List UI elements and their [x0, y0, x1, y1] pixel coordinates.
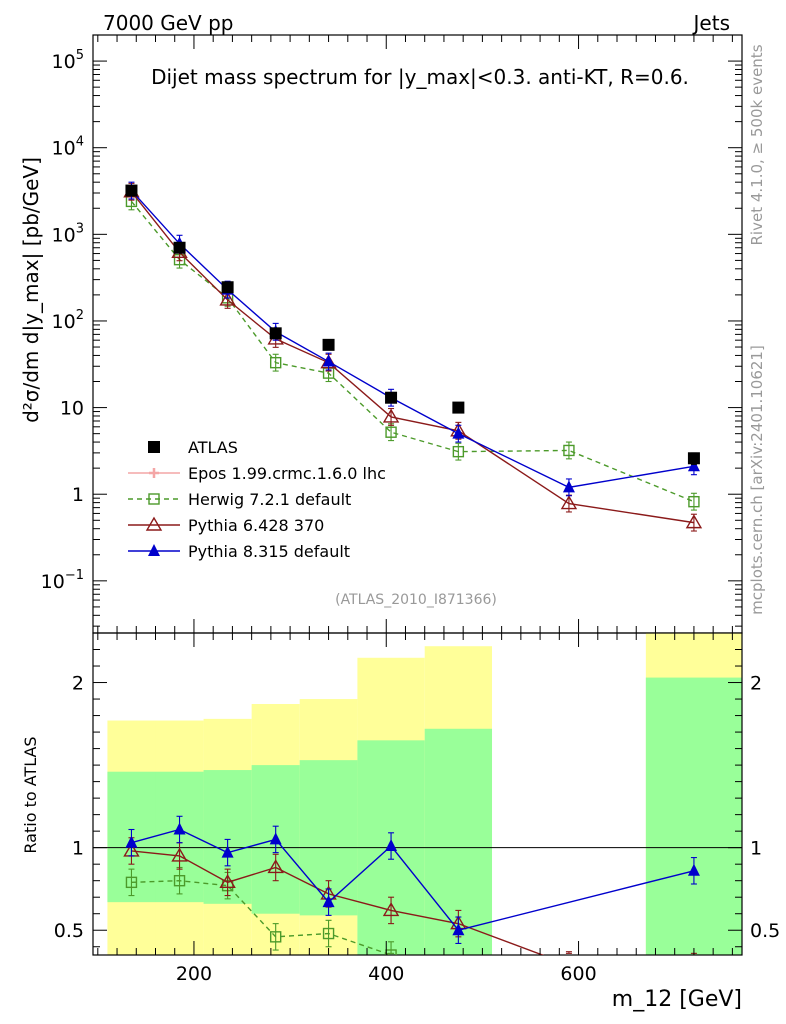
y-tick-label: 10: [60, 398, 84, 420]
analysis-id: (ATLAS_2010_I871366): [335, 592, 497, 608]
main-plot-area: [123, 181, 703, 532]
ratio-point-3: [221, 845, 234, 858]
legend-marker: [148, 544, 160, 556]
ratio-point-3: [687, 863, 700, 876]
data-point: [452, 401, 465, 414]
y-tick-label: 105: [52, 48, 84, 73]
data-point: [221, 281, 234, 294]
ratio-tick-label: 1: [750, 838, 762, 860]
series-point-3: [687, 459, 700, 472]
ratio-point-1: [322, 927, 335, 940]
main-panel: [92, 34, 743, 634]
ratio-point-1: [125, 876, 138, 889]
ratio-point-2: [267, 859, 284, 874]
legend-marker: [148, 441, 160, 453]
data-point: [125, 184, 138, 197]
ratio-point-3: [173, 822, 186, 835]
ratio-point-1: [173, 874, 186, 887]
x-tick-label: 400: [368, 963, 404, 985]
series-point-1: [452, 445, 465, 458]
legend-label: ATLAS: [188, 438, 238, 457]
data-point: [269, 327, 282, 340]
ratio-point-3: [322, 895, 335, 908]
ratio-point-1: [385, 949, 397, 955]
series-point-3: [452, 426, 465, 439]
ratio-point-1: [269, 931, 282, 943]
uncertainty-bands: [107, 633, 742, 955]
ratio-line-3: [131, 828, 695, 932]
series-point-2: [219, 291, 236, 306]
ratio-tick-label: 0.5: [54, 920, 84, 942]
legend-marker: [149, 468, 159, 478]
legend: ATLAS Epos 1.99.crmc.1.6.0 lhc Herwig 7.2.…: [128, 438, 386, 561]
series-point-2: [560, 495, 578, 510]
ratio-tick-label: 2: [750, 673, 762, 695]
legend-marker: [145, 516, 163, 531]
series-point-2: [382, 408, 400, 423]
ratio-point-3: [385, 839, 398, 852]
ratio-tick-label: 1: [72, 838, 84, 860]
mcplots-label: mcplots.cern.ch [arXiv:2401.10621]: [748, 345, 766, 615]
rivet-label: Rivet 4.1.0, ≥ 500k events: [748, 44, 766, 245]
data-point: [385, 391, 398, 404]
energy-label: 7000 GeV pp: [103, 11, 234, 35]
chart-title: Dijet mass spectrum for |y_max|<0.3. ant…: [151, 65, 689, 89]
legend-label: Pythia 8.315 default: [188, 542, 350, 561]
x-axis-label: m_12 [GeV]: [612, 987, 742, 1012]
legend-label: Herwig 7.2.1 default: [188, 490, 351, 509]
series-point-1: [269, 356, 282, 369]
ratio-y-axis-label: Ratio to ATLAS: [21, 736, 40, 853]
series-point-3: [322, 354, 335, 367]
ratio-point-2: [171, 847, 188, 862]
series-point-1: [688, 495, 700, 508]
y-tick-label: 104: [52, 135, 84, 160]
ratio-tick-label: 2: [72, 673, 84, 695]
ratio-point-3: [269, 832, 282, 845]
ratio-tick-label: 0.5: [750, 920, 780, 942]
ratio-panel: [92, 632, 743, 956]
y-axis-label: d²σ/dm d|y_max| [pb/GeV]: [19, 157, 43, 423]
legend-label: Epos 1.99.crmc.1.6.0 lhc: [188, 464, 386, 483]
category-label: Jets: [692, 11, 730, 35]
legend-label: Pythia 6.428 370: [188, 516, 324, 535]
series-point-2: [685, 514, 703, 529]
ratio-plot-area: [123, 815, 700, 955]
band-inner-8: [645, 677, 742, 955]
x-tick-label: 200: [176, 963, 212, 985]
y-tick-label: 102: [52, 308, 84, 333]
data-point: [687, 452, 700, 465]
series-point-1: [563, 444, 575, 457]
data-point: [173, 241, 186, 254]
y-tick-label: 10−1: [41, 568, 84, 593]
ratio-frame: [92, 632, 743, 956]
x-tick-label: 600: [560, 963, 596, 985]
ratio-point-3: [125, 835, 138, 848]
ratio-line-1: [131, 879, 392, 955]
series-point-1: [385, 426, 397, 438]
ratio-point-2: [382, 902, 400, 917]
legend-marker: [148, 493, 160, 505]
series-point-3: [562, 480, 575, 493]
ratio-point-3: [452, 923, 465, 936]
y-tick-label: 1: [72, 484, 84, 506]
ratio-point-2: [219, 873, 236, 889]
data-point: [322, 338, 335, 351]
y-tick-label: 103: [52, 221, 84, 246]
